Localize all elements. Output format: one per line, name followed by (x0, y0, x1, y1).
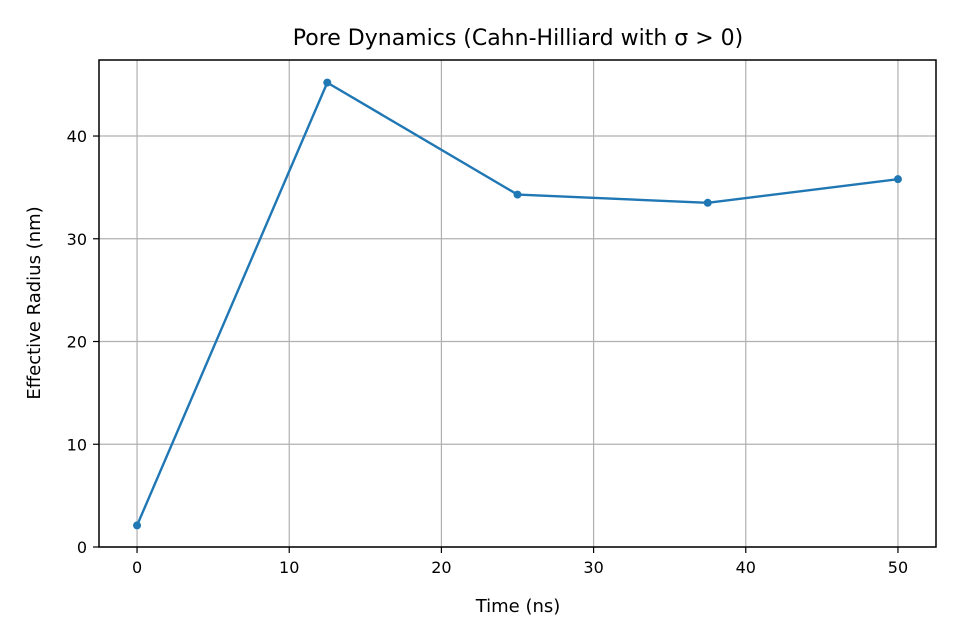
x-axis-label: Time (ns) (475, 596, 561, 617)
ticks: 0 10 20 30 40 50 0 10 20 30 40 (67, 127, 908, 577)
grid (99, 60, 936, 548)
chart-title: Pore Dynamics (Cahn-Hilliard with σ > 0) (293, 26, 743, 51)
data-point (893, 175, 902, 184)
y-tick-label: 20 (67, 333, 87, 352)
y-tick-label: 30 (67, 230, 87, 249)
x-tick-label: 0 (132, 558, 142, 577)
y-tick-label: 0 (77, 538, 87, 557)
x-tick-label: 20 (431, 558, 451, 577)
y-tick-label: 10 (67, 435, 87, 454)
x-tick-label: 30 (583, 558, 603, 577)
data-point (323, 78, 332, 87)
series-line (135, 81, 900, 527)
data-point (703, 198, 712, 207)
plot-frame (98, 59, 937, 548)
data-point (133, 521, 142, 530)
data-point (513, 190, 522, 199)
series-layer (133, 78, 902, 530)
x-tick-label: 10 (279, 558, 299, 577)
x-tick-label: 50 (888, 558, 908, 577)
y-axis-label: Effective Radius (nm) (24, 206, 45, 399)
y-tick-label: 40 (67, 127, 87, 146)
x-tick-label: 40 (736, 558, 756, 577)
